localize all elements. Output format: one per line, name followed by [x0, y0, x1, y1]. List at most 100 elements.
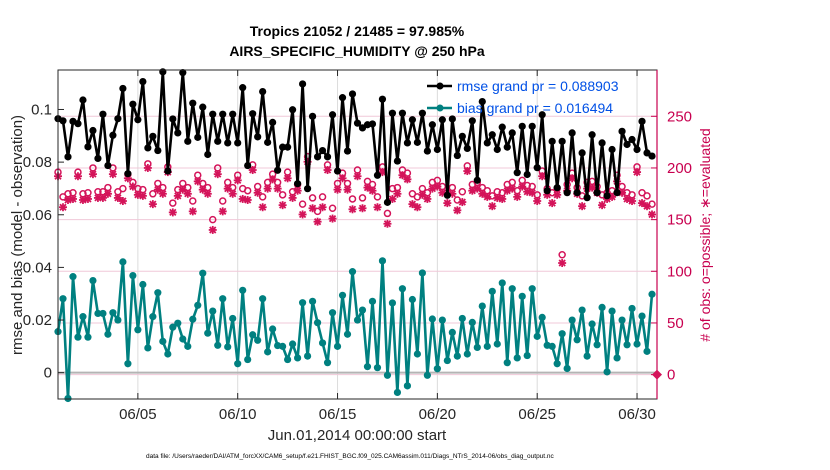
bias-point [493, 340, 501, 348]
obs-evaluated-marker [168, 208, 177, 217]
rmse-point [528, 122, 536, 130]
obs-evaluated-marker [298, 210, 307, 219]
rmse-point [104, 161, 112, 170]
star-stroke [288, 194, 297, 202]
bias-point [638, 312, 646, 320]
x-tick-label: 06/10 [219, 406, 257, 423]
obs-evaluated-marker [558, 259, 567, 268]
bias-point [323, 359, 332, 367]
star-stroke [134, 191, 142, 199]
star-stroke [298, 210, 307, 219]
star-stroke [249, 166, 257, 174]
obs-evaluated-marker [643, 202, 652, 211]
rmse-point [234, 139, 242, 147]
star-stroke [608, 193, 616, 201]
obs-evaluated-marker [343, 185, 352, 194]
rmse-point [114, 115, 122, 123]
y-tick-label-left: 0 [44, 365, 52, 382]
obs-evaluated-marker [198, 185, 207, 194]
obs-evaluated-marker [458, 198, 467, 207]
obs-evaluated-marker [523, 187, 532, 196]
bias-point [443, 356, 451, 365]
rmse-point [393, 157, 402, 165]
bias-point [318, 339, 327, 347]
rmse-point [613, 189, 621, 197]
bias-point [134, 326, 142, 334]
rmse-point [443, 191, 451, 199]
obs-possible-marker [253, 182, 262, 191]
bias-point [598, 303, 606, 312]
bias-point [229, 314, 237, 323]
bias-point [209, 307, 217, 315]
bias-point [488, 287, 496, 295]
obs-evaluated-marker [228, 189, 237, 198]
bias-point [513, 354, 521, 362]
bias-point [383, 371, 392, 379]
y-tick-label-left: 0.1 [31, 101, 52, 118]
obs-evaluated-marker [183, 189, 192, 198]
rmse-point [259, 87, 267, 96]
rmse-point [129, 100, 137, 108]
x-tick-label: 06/25 [518, 406, 556, 423]
star-stroke [588, 183, 596, 192]
obs-evaluated-marker [578, 202, 587, 211]
obs-evaluated-marker [273, 184, 282, 193]
bias-point [568, 316, 576, 324]
obs-evaluated-marker [488, 202, 497, 211]
y-axis-label-left: rmse and bias (model - observation) [9, 115, 26, 355]
rmse-point [383, 198, 392, 206]
obs-evaluated-marker [63, 195, 72, 204]
obs-evaluated-marker [88, 170, 97, 179]
rmse-point [523, 170, 531, 179]
obs-possible-marker [348, 195, 357, 203]
star-stroke [234, 176, 242, 184]
rmse-point [89, 126, 97, 135]
bias-point [588, 320, 596, 328]
rmse-point [373, 171, 382, 179]
obs-evaluated-marker [238, 194, 247, 203]
rmse-point [109, 131, 117, 139]
obs-possible-marker [189, 197, 197, 205]
rmse-point [333, 167, 342, 175]
rmse-point [493, 145, 501, 154]
star-stroke [244, 196, 252, 204]
obs-evaluated-marker [283, 174, 292, 183]
rmse-point [488, 131, 496, 139]
obs-evaluated-marker [203, 189, 212, 198]
obs-evaluated-marker [553, 190, 562, 199]
rmse-point [498, 123, 506, 131]
obs-evaluated-marker [323, 166, 332, 175]
star-stroke [189, 207, 197, 215]
y-tick-label-right: 100 [667, 263, 692, 280]
rmse-point [593, 189, 601, 197]
bias-point [453, 352, 461, 360]
rmse-point [473, 176, 481, 184]
rmse-point [633, 145, 641, 154]
obs-evaluated-marker [518, 182, 527, 191]
bias-point [538, 313, 546, 322]
rmse-point [204, 150, 212, 159]
star-stroke [393, 190, 402, 198]
star-stroke [518, 182, 526, 191]
bias-point [518, 292, 526, 300]
star-stroke [623, 195, 631, 203]
star-stroke [633, 168, 641, 176]
obs-evaluated-marker [278, 201, 287, 210]
rmse-point [503, 143, 511, 151]
bias-point [89, 276, 97, 285]
bias-point [373, 364, 382, 372]
bias-point [154, 289, 162, 297]
bias-point [179, 335, 187, 343]
star-stroke [313, 218, 322, 226]
rmse-point [608, 145, 616, 154]
rmse-point [239, 84, 247, 92]
rmse-point [463, 144, 471, 153]
rmse-point [224, 139, 232, 147]
obs-evaluated-marker [263, 184, 272, 193]
legend-rmse-marker [436, 82, 444, 90]
star-stroke [368, 187, 377, 195]
rmse-point [588, 131, 596, 139]
obs-evaluated-marker [548, 199, 557, 208]
star-stroke [328, 214, 337, 223]
rmse-point [388, 109, 397, 117]
